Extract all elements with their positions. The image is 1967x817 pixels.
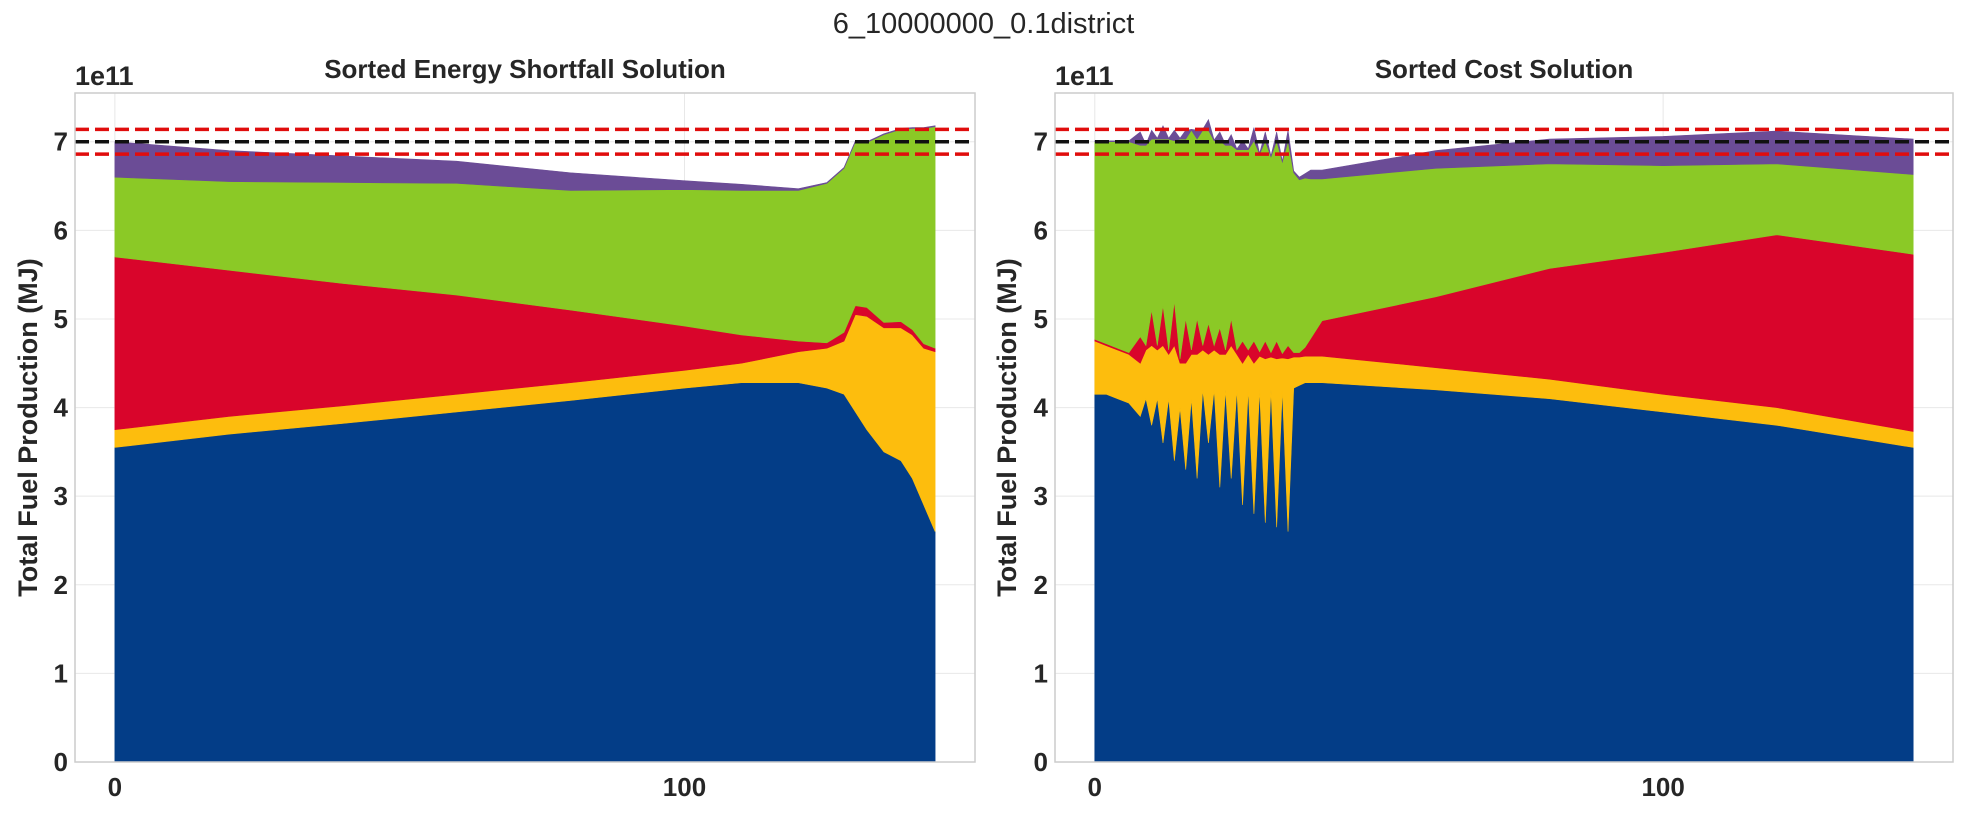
x-tick-label: 100	[663, 772, 706, 802]
y-tick-label: 6	[54, 215, 68, 245]
left-chart-panel: 0 1 2 3 4 5 6 7 0 100 1e11 Sorted Energy Shortfall …	[0, 0, 983, 817]
y-tick-label: 4	[1034, 393, 1049, 423]
axes-frame	[74, 92, 976, 763]
y-tick-label: 7	[54, 127, 68, 157]
y-tick-label: 3	[1034, 481, 1048, 511]
figure-title: 6_10000000_0.1district	[832, 8, 1135, 40]
y-offset-label: 1e11	[75, 61, 134, 91]
y-tick-label: 6	[1034, 215, 1048, 245]
axes-frame	[1054, 92, 1954, 763]
y-tick-label: 5	[1034, 304, 1048, 334]
x-tick-label: 0	[1088, 772, 1102, 802]
x-tick-label: 0	[108, 772, 122, 802]
y-tick-label: 2	[1034, 570, 1048, 600]
y-tick-label: 0	[1034, 747, 1048, 777]
y-axis-label: Total Fuel Production (MJ)	[13, 258, 43, 596]
x-tick-label: 100	[1641, 772, 1684, 802]
y-tick-label: 4	[54, 393, 69, 423]
y-tick-label: 2	[54, 570, 68, 600]
left-chart: 0 1 2 3 4 5 6 7 0 100 1e11 Sorted Energy Shortfall …	[13, 54, 976, 802]
right-chart-panel: 0 1 2 3 4 5 6 7 0 100 1e11 Sorted Cost Solution Tota…	[979, 0, 1967, 817]
y-offset-label: 1e11	[1055, 61, 1114, 91]
y-tick-label: 0	[54, 747, 68, 777]
y-tick-label: 1	[1034, 658, 1048, 688]
chart-title: Sorted Energy Shortfall Solution	[324, 54, 726, 84]
area-series-1	[114, 382, 936, 763]
area-series-5	[114, 125, 936, 191]
y-tick-label: 5	[54, 304, 68, 334]
right-chart: 0 1 2 3 4 5 6 7 0 100 1e11 Sorted Cost Solution Tota…	[992, 54, 1954, 802]
y-tick-label: 3	[54, 481, 68, 511]
chart-title: Sorted Cost Solution	[1375, 54, 1634, 84]
y-tick-label: 1	[54, 658, 68, 688]
y-tick-label: 7	[1034, 127, 1048, 157]
y-axis-label: Total Fuel Production (MJ)	[992, 258, 1022, 596]
